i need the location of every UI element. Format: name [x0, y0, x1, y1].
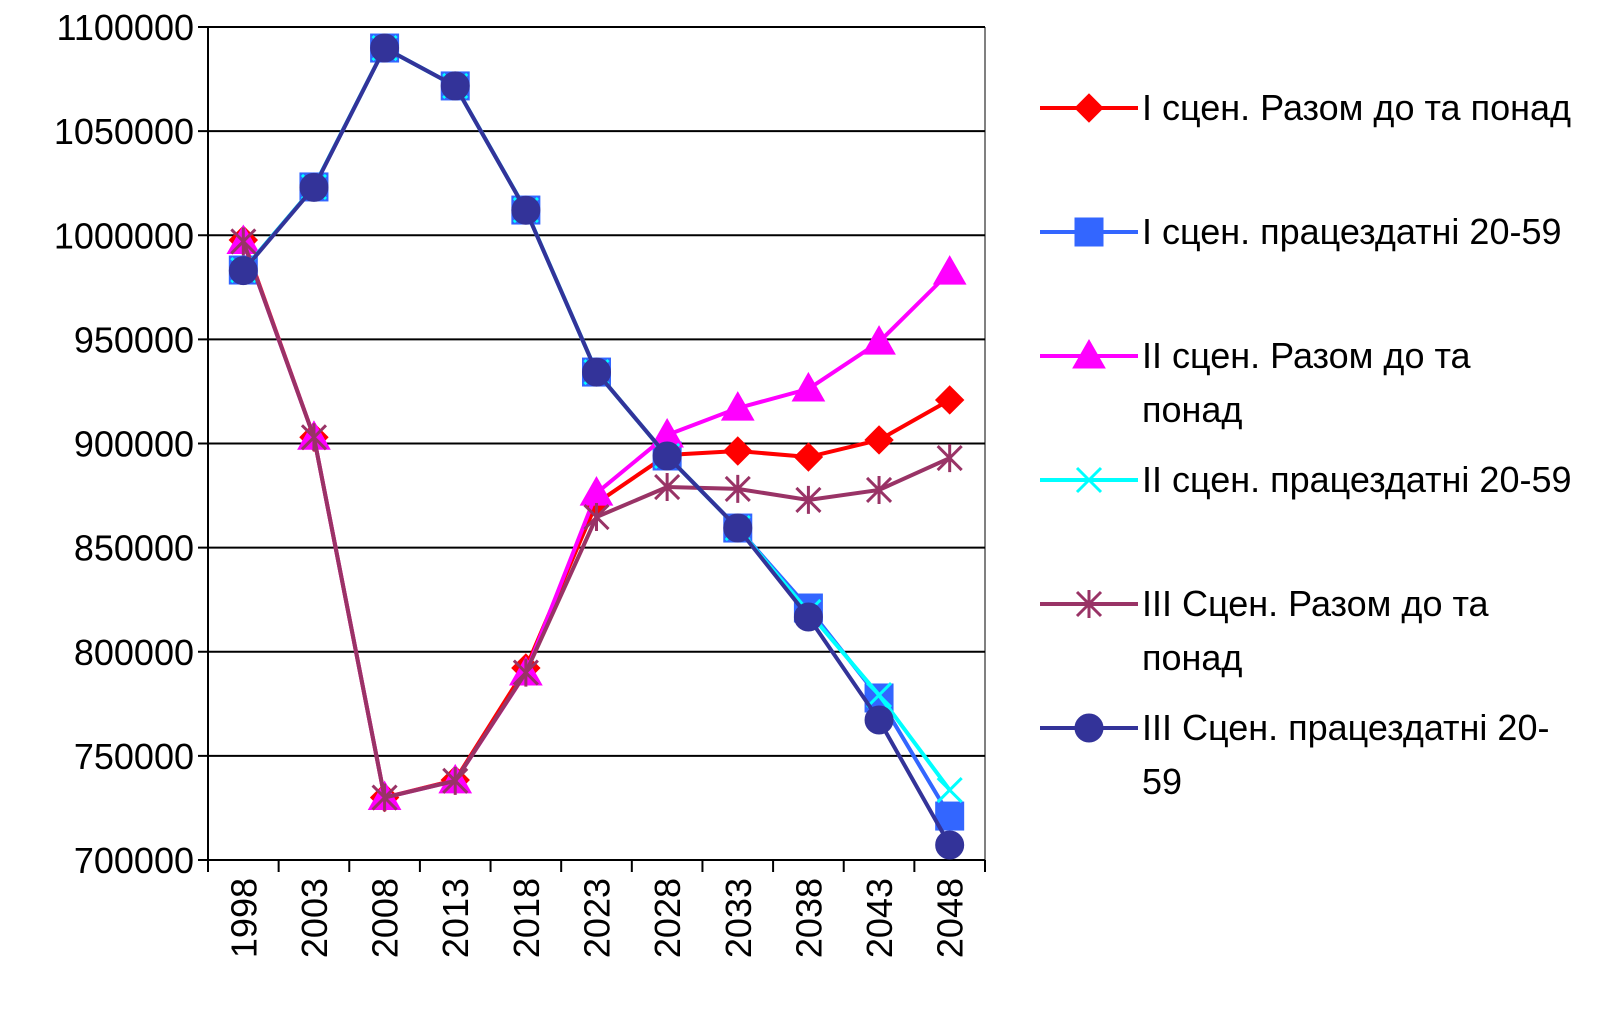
legend-label: III Сцен. працездатні 20-59 — [1142, 707, 1550, 802]
x-tick-label: 2018 — [506, 878, 547, 958]
marker — [862, 325, 896, 355]
legend-item: II сцен. працездатні 20-59 — [1040, 453, 1600, 577]
legend-symbol — [1040, 217, 1138, 247]
legend-item: II сцен. Разом до та понад — [1040, 329, 1600, 453]
marker — [652, 441, 682, 471]
legend-item: III Сцен. Разом до та понад — [1040, 577, 1600, 701]
x-tick-label: 2023 — [577, 878, 618, 958]
series-line — [241, 45, 952, 792]
x-tick-label: 2028 — [647, 878, 688, 958]
marker — [936, 776, 963, 804]
x-tick-label: 1998 — [223, 878, 264, 958]
marker — [864, 425, 894, 455]
marker — [934, 385, 965, 415]
marker — [723, 513, 753, 543]
x-tick-label: 2048 — [930, 878, 971, 958]
marker — [724, 474, 751, 503]
marker — [583, 503, 610, 532]
legend-label: II сцен. працездатні 20-59 — [1142, 459, 1572, 500]
marker — [795, 485, 822, 514]
y-tick-label: 750000 — [74, 736, 194, 777]
y-tick-label: 800000 — [74, 632, 194, 673]
legend: I сцен. Разом до та понад I сцен. працезд… — [1040, 81, 1600, 825]
marker — [932, 255, 967, 285]
marker — [935, 830, 965, 860]
legend-label: II сцен. Разом до та понад — [1142, 335, 1471, 430]
y-tick-label: 850000 — [74, 528, 194, 569]
legend-symbol — [1040, 590, 1138, 618]
marker — [228, 256, 258, 286]
marker — [720, 391, 755, 421]
legend-item: I сцен. працездатні 20-59 — [1040, 205, 1600, 329]
marker — [865, 475, 893, 504]
x-tick-label: 2008 — [365, 878, 406, 958]
marker — [936, 444, 963, 473]
legend-symbol — [1040, 93, 1138, 123]
marker — [1075, 466, 1103, 494]
marker — [512, 658, 539, 687]
marker — [1074, 93, 1104, 123]
marker — [299, 172, 329, 202]
legend-label: I сцен. працездатні 20-59 — [1142, 211, 1562, 252]
marker — [1074, 713, 1104, 743]
y-tick-label: 900000 — [74, 424, 194, 465]
series-line — [241, 45, 952, 818]
x-tick-label: 2043 — [859, 878, 900, 958]
marker — [864, 705, 894, 735]
marker — [865, 682, 893, 709]
marker — [582, 357, 611, 387]
marker — [793, 442, 824, 472]
legend-label: III Сцен. Разом до та понад — [1142, 583, 1489, 678]
marker — [442, 766, 469, 795]
marker — [371, 783, 398, 812]
marker — [723, 436, 753, 466]
marker — [654, 473, 681, 502]
y-tick-label: 1100000 — [57, 7, 194, 48]
marker — [300, 423, 328, 452]
legend-item: III Сцен. працездатні 20-59 — [1040, 701, 1600, 825]
marker — [1075, 590, 1103, 618]
x-tick-label: 2013 — [435, 878, 476, 958]
legend-label: I сцен. Разом до та понад — [1142, 87, 1571, 128]
marker — [230, 227, 257, 256]
legend-symbol — [1040, 713, 1138, 743]
marker — [511, 195, 541, 225]
marker — [1074, 217, 1104, 247]
x-tick-label: 2003 — [294, 878, 335, 958]
x-tick-label: 2033 — [718, 878, 759, 958]
marker — [440, 71, 470, 101]
y-tick-label: 1050000 — [54, 111, 194, 152]
marker — [791, 371, 826, 402]
legend-symbol — [1040, 466, 1138, 494]
y-tick-label: 1000000 — [54, 215, 194, 256]
y-tick-label: 950000 — [74, 319, 194, 360]
legend-symbol — [1040, 338, 1138, 369]
marker — [370, 33, 400, 63]
marker — [793, 602, 823, 632]
x-tick-label: 2038 — [788, 878, 829, 958]
y-tick-label: 700000 — [74, 840, 194, 881]
marker — [1072, 338, 1106, 369]
legend-item: I сцен. Разом до та понад — [1040, 81, 1600, 205]
